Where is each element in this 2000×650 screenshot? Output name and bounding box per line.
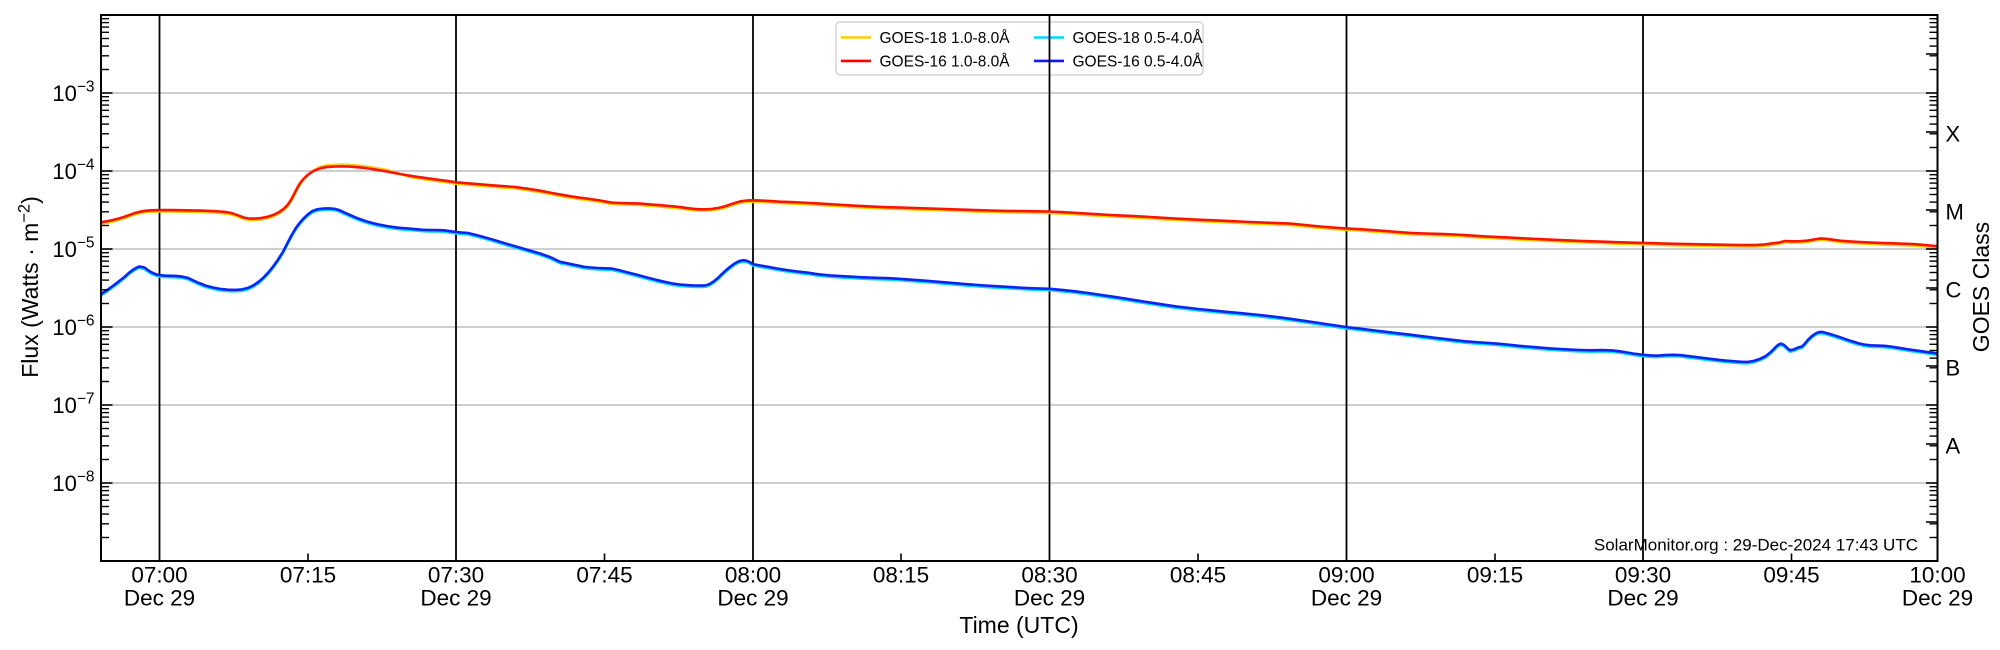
svg-text:07:45: 07:45 xyxy=(576,563,632,588)
svg-text:Flux (Watts · m−2): Flux (Watts · m−2) xyxy=(16,196,44,378)
svg-text:GOES-16 1.0-8.0Å: GOES-16 1.0-8.0Å xyxy=(880,54,1011,71)
svg-text:08:45: 08:45 xyxy=(1170,563,1226,588)
svg-text:C: C xyxy=(1946,278,1962,303)
svg-text:Dec 29: Dec 29 xyxy=(1014,586,1085,611)
svg-text:B: B xyxy=(1946,356,1961,381)
svg-text:10:00: 10:00 xyxy=(1909,563,1965,588)
svg-text:08:30: 08:30 xyxy=(1021,563,1077,588)
svg-text:Dec 29: Dec 29 xyxy=(124,586,195,611)
svg-text:Dec 29: Dec 29 xyxy=(1607,586,1678,611)
svg-text:Dec 29: Dec 29 xyxy=(1902,586,1973,611)
svg-text:10−5: 10−5 xyxy=(52,235,94,263)
svg-text:Dec 29: Dec 29 xyxy=(1311,586,1382,611)
svg-text:09:45: 09:45 xyxy=(1763,563,1819,588)
svg-text:SolarMonitor.org : 29-Dec-2024: SolarMonitor.org : 29-Dec-2024 17:43 UTC xyxy=(1594,536,1918,555)
svg-text:GOES-16 0.5-4.0Å: GOES-16 0.5-4.0Å xyxy=(1073,54,1204,71)
svg-text:09:00: 09:00 xyxy=(1318,563,1374,588)
svg-text:GOES Class: GOES Class xyxy=(1968,222,1994,352)
svg-text:09:30: 09:30 xyxy=(1615,563,1671,588)
svg-text:07:15: 07:15 xyxy=(280,563,336,588)
svg-text:GOES-18 1.0-8.0Å: GOES-18 1.0-8.0Å xyxy=(880,30,1011,47)
svg-text:X: X xyxy=(1946,122,1961,147)
svg-text:Dec 29: Dec 29 xyxy=(717,586,788,611)
svg-text:Time (UTC): Time (UTC) xyxy=(959,612,1078,638)
svg-text:08:00: 08:00 xyxy=(725,563,781,588)
svg-text:A: A xyxy=(1946,434,1961,459)
svg-text:07:30: 07:30 xyxy=(428,563,484,588)
svg-text:GOES-18 0.5-4.0Å: GOES-18 0.5-4.0Å xyxy=(1073,30,1204,47)
svg-text:08:15: 08:15 xyxy=(873,563,929,588)
svg-text:09:15: 09:15 xyxy=(1467,563,1523,588)
svg-text:07:00: 07:00 xyxy=(131,563,187,588)
svg-text:Dec 29: Dec 29 xyxy=(420,586,491,611)
svg-text:M: M xyxy=(1946,200,1964,225)
